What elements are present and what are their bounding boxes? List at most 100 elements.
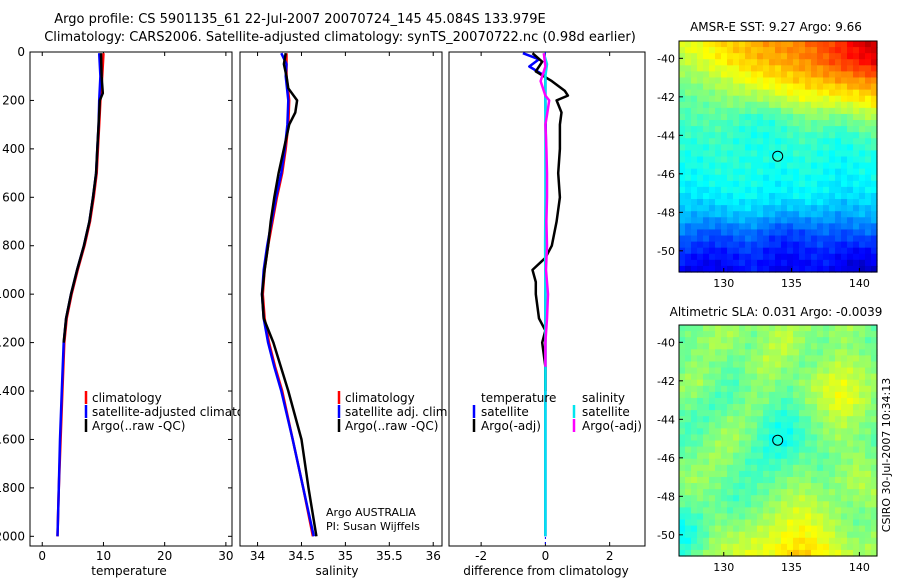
sla_map-cell — [745, 476, 752, 484]
sla_map-cell — [787, 531, 794, 539]
sst_map-cell — [865, 65, 872, 72]
sst_map-cell — [691, 162, 698, 170]
sst_map-cell — [715, 107, 722, 115]
sst_map-xtick-label-2: 140 — [849, 277, 870, 290]
sla_map-cell — [739, 373, 746, 381]
sst_map-cell — [751, 259, 758, 267]
sst_map-cell — [811, 156, 818, 164]
sla_map-cell — [871, 489, 878, 496]
sst_map-cell — [799, 253, 806, 261]
sst_map-cell — [787, 41, 794, 48]
sst_map-cell — [769, 107, 776, 115]
sla_map-cell — [841, 513, 848, 521]
sst_map-cell — [811, 126, 818, 133]
sst_map-cell — [751, 53, 758, 60]
sla_map-cell — [709, 543, 716, 551]
sla_map-cell — [787, 385, 794, 393]
sst_map-cell — [841, 47, 848, 54]
sst_map-cell — [775, 265, 782, 273]
sst_map-cell — [703, 71, 710, 79]
sla_map-cell — [829, 440, 836, 448]
sst_map-cell — [865, 211, 872, 218]
sla_map-cell — [841, 543, 848, 551]
sst_map-cell — [739, 156, 746, 164]
sla_map-cell — [739, 391, 746, 399]
sst_map-cell — [685, 174, 692, 182]
sst_map-cell — [709, 126, 716, 133]
sla_map-cell — [691, 501, 698, 508]
sst_map-cell — [727, 71, 734, 79]
sla_map-cell — [835, 495, 842, 502]
sst_map-cell — [739, 259, 746, 267]
sla_map-cell — [685, 452, 692, 460]
sla_map-cell — [697, 404, 704, 411]
sst_map-cell — [769, 223, 776, 231]
sla_map-cell — [871, 513, 878, 521]
sla_map-cell — [811, 379, 818, 387]
sst_map-cell — [751, 156, 758, 164]
sla_map-cell — [703, 434, 710, 442]
sst_map-cell — [865, 71, 872, 79]
sla_map-cell — [871, 543, 878, 551]
sla_map-cell — [793, 416, 800, 423]
sst_map-cell — [727, 192, 734, 200]
sst_map-cell — [733, 205, 740, 212]
sst_map-cell — [691, 150, 698, 158]
sla_map-cell — [775, 519, 782, 527]
sst_map-cell — [703, 223, 710, 231]
sst_map-cell — [703, 162, 710, 170]
sst_map-cell — [769, 241, 776, 249]
sst_map-cell — [745, 247, 752, 255]
sla_map-cell — [781, 525, 788, 533]
sst_map-cell — [739, 95, 746, 103]
sst_map-cell — [769, 41, 776, 48]
sst_map-cell — [829, 265, 836, 273]
sla_map-cell — [715, 343, 722, 350]
sla_map-cell — [799, 495, 806, 502]
sst_map-cell — [739, 253, 746, 261]
sst_map-cell — [811, 168, 818, 176]
sla_map-cell — [763, 355, 770, 363]
sst_map-cell — [841, 168, 848, 176]
sst_map-cell — [679, 107, 686, 115]
sst_map-cell — [715, 162, 722, 170]
sla_map-cell — [697, 416, 704, 423]
sla_map-cell — [757, 416, 764, 423]
sla_map-cell — [829, 489, 836, 496]
sla_map-cell — [859, 464, 866, 472]
sla_map-cell — [859, 385, 866, 393]
sla_map-cell — [829, 543, 836, 551]
sla_map-cell — [841, 434, 848, 442]
sla_map-cell — [781, 440, 788, 448]
sla_map-cell — [787, 549, 794, 557]
sla_map-cell — [865, 331, 872, 338]
sla_map-cell — [775, 513, 782, 521]
sla_map-cell — [817, 440, 824, 448]
sst_map-cell — [751, 186, 758, 194]
sst_map-cell — [841, 53, 848, 60]
sla_map-cell — [745, 361, 752, 369]
sla_map-cell — [775, 391, 782, 399]
sla_map-cell — [775, 416, 782, 423]
sst_map-cell — [871, 113, 878, 121]
sla_map-cell — [805, 470, 812, 478]
sla_map-cell — [703, 367, 710, 375]
sst_map-cell — [745, 120, 752, 127]
sst_map-cell — [733, 156, 740, 164]
difference-series-1 — [531, 52, 570, 391]
temperature-ytick-label-7: 1400 — [0, 384, 25, 398]
sla_map-cell — [781, 422, 788, 429]
sst_map-cell — [787, 162, 794, 170]
sla_map-cell — [859, 373, 866, 381]
sst_map-cell — [847, 71, 854, 79]
sla_map-cell — [769, 519, 776, 527]
sst_map-cell — [739, 235, 746, 243]
sst_map-cell — [811, 199, 818, 206]
sla_map-cell — [733, 379, 740, 387]
sla_map-cell — [817, 446, 824, 454]
sst_map-cell — [847, 107, 854, 115]
sla_map-cell — [727, 331, 734, 338]
sla_map-cell — [787, 355, 794, 363]
sst_map-cell — [811, 120, 818, 127]
sst_map-cell — [853, 156, 860, 164]
